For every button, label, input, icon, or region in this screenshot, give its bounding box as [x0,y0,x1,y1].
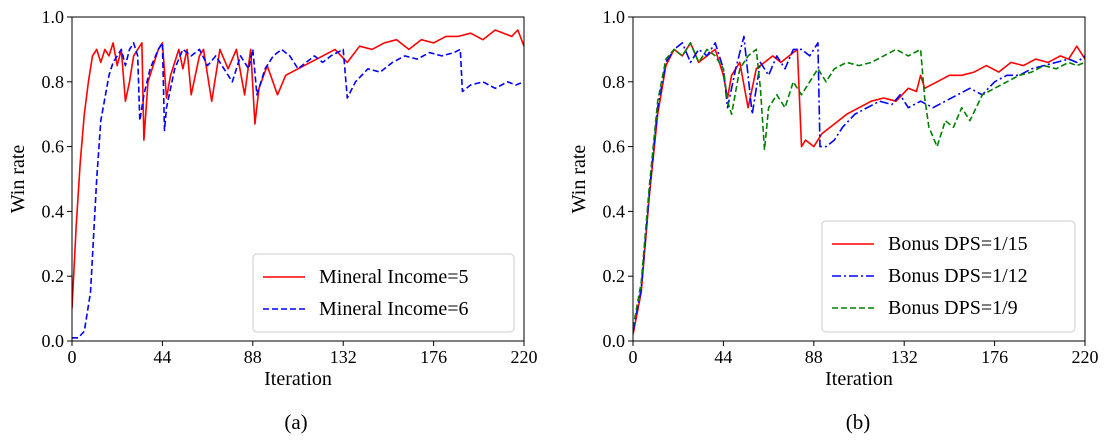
x-tick-label: 132 [891,347,918,367]
caption-b: (b) [845,410,871,434]
legend-label: Bonus DPS=1/15 [888,233,1028,255]
x-tick-label: 220 [511,347,538,367]
series-line-1 [72,29,524,309]
legend: Mineral Income=5 Mineral Income=6 [252,253,515,333]
x-tick-label: 44 [153,347,171,367]
y-tick-label: 1.0 [603,7,626,27]
legend-label: Bonus DPS=1/9 [888,297,1018,319]
y-axis-label: Win rate [7,145,29,214]
x-tick-label: 220 [1072,347,1099,367]
y-tick-label: 0.6 [42,137,65,157]
legend-label: Bonus DPS=1/12 [888,265,1028,287]
legend-box [821,220,1076,333]
plot-frame [71,16,525,342]
x-tick-label: 0 [629,347,638,367]
caption-a: (a) [284,410,308,434]
y-tick-label: 0.8 [42,72,65,92]
legend-label: Mineral Income=6 [319,298,469,320]
x-tick-label: 44 [714,347,732,367]
x-tick-label: 88 [805,347,823,367]
x-tick-label: 88 [244,347,262,367]
y-tick-label: 0.2 [42,266,65,286]
y-tick-label: 0.4 [42,201,65,221]
series-line-3 [633,42,1085,329]
y-tick-label: 0.0 [603,331,626,351]
y-tick-label: 0.4 [603,201,626,221]
chart-panel-a: 0 44 88 132 176 220 0.0 0.2 0.4 0.6 0.8 1.0 Iteratio… [7,7,538,390]
y-tick-label: 0.8 [603,72,626,92]
x-tick-label: 176 [420,347,447,367]
x-tick-label: 176 [981,347,1008,367]
y-tick-label: 0.2 [603,266,626,286]
x-axis-label: Iteration [264,368,332,390]
x-axis-label: Iteration [825,368,893,390]
x-tick-label: 0 [68,347,77,367]
plot-frame [632,16,1086,342]
series-line-1 [633,42,1085,335]
y-tick-label: 0.0 [42,331,65,351]
x-tick-label: 132 [330,347,357,367]
y-tick-label: 1.0 [42,7,65,27]
y-tick-label: 0.6 [603,137,626,157]
y-axis-label: Win rate [568,145,590,214]
chart-panel-b: 0 44 88 132 176 220 0.0 0.2 0.4 0.6 0.8 1.0 Iteratio… [568,7,1099,390]
legend-label: Mineral Income=5 [319,266,469,288]
legend: Bonus DPS=1/15 Bonus DPS=1/12 Bonus DPS=1/… [821,220,1076,333]
series-line-2 [633,35,1085,332]
legend-box [252,253,515,333]
